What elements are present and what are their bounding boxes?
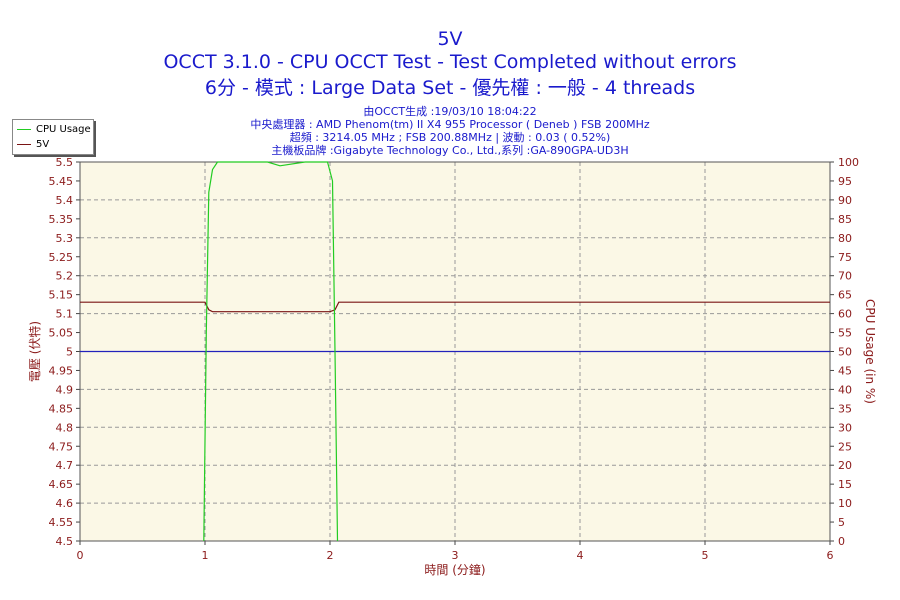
info-clock: 超頻 : 3214.05 MHz ; FSB 200.88MHz | 波動 : …	[289, 131, 611, 144]
y-tick-label: 4.7	[56, 459, 74, 472]
y2-tick-label: 95	[838, 175, 852, 188]
chart-title: 5V	[437, 28, 463, 50]
y-tick-label: 5.1	[56, 308, 74, 321]
x-tick-label: 5	[702, 549, 709, 562]
y-tick-label: 5.45	[49, 175, 74, 188]
x-tick-label: 3	[452, 549, 459, 562]
y-tick-label: 5.3	[56, 232, 74, 245]
y-tick-label: 5.25	[49, 251, 74, 264]
y2-tick-label: 60	[838, 308, 852, 321]
y-tick-label: 5.15	[49, 289, 74, 302]
info-generated: 由OCCT生成 :19/03/10 18:04:22	[363, 105, 537, 118]
y-tick-label: 5.4	[56, 194, 74, 207]
y2-tick-label: 25	[838, 440, 852, 453]
y-tick-label: 5.35	[49, 213, 74, 226]
y2-tick-label: 85	[838, 213, 852, 226]
legend: CPU Usage 5V	[12, 119, 94, 155]
y-tick-label: 5	[66, 346, 73, 359]
y-tick-label: 5.2	[56, 270, 74, 283]
info-motherboard: 主機板品牌 :Gigabyte Technology Co., Ltd.,系列 …	[271, 144, 629, 157]
y-tick-label: 4.8	[56, 421, 74, 434]
y-tick-label: 4.85	[49, 402, 74, 415]
y2-tick-label: 55	[838, 327, 852, 340]
y2-tick-label: 5	[838, 516, 845, 529]
y-tick-label: 4.5	[56, 535, 74, 548]
x-tick-label: 0	[77, 549, 84, 562]
y-tick-label: 4.9	[56, 383, 74, 396]
y2-tick-label: 80	[838, 232, 852, 245]
y2-tick-label: 65	[838, 289, 852, 302]
y-tick-label: 4.55	[49, 516, 74, 529]
y2-tick-label: 50	[838, 346, 852, 359]
y2-tick-label: 40	[838, 383, 852, 396]
y2-axis-label: CPU Usage (in %)	[863, 299, 877, 404]
chart-subtitle-test: OCCT 3.1.0 - CPU OCCT Test - Test Comple…	[163, 51, 737, 73]
info-cpu: 中央處理器 : AMD Phenom(tm) II X4 955 Process…	[250, 118, 650, 131]
chart-subtitle-mode: 6分 - 模式 : Large Data Set - 優先權 : 一般 - 4 …	[204, 77, 696, 99]
legend-swatch-cpu-usage	[17, 128, 31, 130]
x-tick-label: 1	[202, 549, 209, 562]
y-tick-label: 4.6	[56, 497, 74, 510]
series-line-5v	[80, 301, 830, 313]
y-tick-label: 4.65	[49, 478, 74, 491]
y2-tick-label: 70	[838, 270, 852, 283]
y-axis-label: 電壓 (伏特)	[27, 321, 42, 382]
legend-item-5v: 5V	[17, 137, 49, 151]
y2-tick-label: 15	[838, 478, 852, 491]
x-axis-label: 時間 (分鐘)	[424, 562, 485, 577]
y2-tick-label: 20	[838, 459, 852, 472]
y2-tick-label: 10	[838, 497, 852, 510]
series-line-cpu-usage	[203, 161, 339, 542]
legend-label-cpu-usage: CPU Usage	[36, 123, 91, 135]
y-tick-label: 5.05	[49, 327, 74, 340]
legend-label-5v: 5V	[36, 138, 50, 150]
x-tick-label: 2	[327, 549, 334, 562]
y-tick-label: 4.95	[49, 364, 74, 377]
y2-tick-label: 100	[838, 156, 859, 169]
legend-item-cpu-usage: CPU Usage	[17, 122, 91, 136]
legend-swatch-5v	[17, 143, 31, 145]
y2-tick-label: 45	[838, 364, 852, 377]
x-tick-label: 6	[827, 549, 834, 562]
y2-tick-label: 30	[838, 421, 852, 434]
y2-tick-label: 90	[838, 194, 852, 207]
y-tick-label: 4.75	[49, 440, 74, 453]
y2-tick-label: 75	[838, 251, 852, 264]
y2-tick-label: 35	[838, 402, 852, 415]
x-tick-label: 4	[577, 549, 584, 562]
y2-tick-label: 0	[838, 535, 845, 548]
y-tick-label: 5.5	[56, 156, 74, 169]
